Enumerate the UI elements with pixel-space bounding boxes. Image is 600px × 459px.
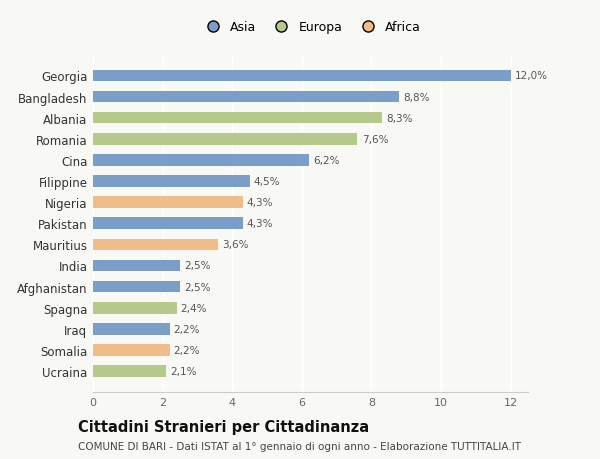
Bar bbox=[93, 281, 180, 293]
Text: 4,3%: 4,3% bbox=[247, 219, 274, 229]
Text: 3,6%: 3,6% bbox=[223, 240, 249, 250]
Text: 6,2%: 6,2% bbox=[313, 156, 340, 166]
Bar bbox=[93, 302, 176, 314]
Bar bbox=[93, 239, 218, 251]
Text: Cittadini Stranieri per Cittadinanza: Cittadini Stranieri per Cittadinanza bbox=[78, 419, 369, 434]
Text: 4,3%: 4,3% bbox=[247, 198, 274, 207]
Bar bbox=[93, 91, 399, 103]
Bar bbox=[93, 260, 180, 272]
Bar bbox=[93, 176, 250, 187]
Text: 2,5%: 2,5% bbox=[184, 282, 211, 292]
Text: 2,1%: 2,1% bbox=[170, 366, 197, 376]
Text: COMUNE DI BARI - Dati ISTAT al 1° gennaio di ogni anno - Elaborazione TUTTITALIA: COMUNE DI BARI - Dati ISTAT al 1° gennai… bbox=[78, 441, 521, 451]
Bar bbox=[93, 365, 166, 377]
Text: 2,2%: 2,2% bbox=[174, 345, 200, 355]
Bar bbox=[93, 70, 511, 82]
Bar bbox=[93, 155, 309, 166]
Text: 2,5%: 2,5% bbox=[184, 261, 211, 271]
Legend: Asia, Europa, Africa: Asia, Europa, Africa bbox=[196, 17, 425, 38]
Bar bbox=[93, 344, 170, 356]
Text: 8,3%: 8,3% bbox=[386, 113, 413, 123]
Bar bbox=[93, 134, 358, 145]
Text: 2,4%: 2,4% bbox=[181, 303, 207, 313]
Bar bbox=[93, 323, 170, 335]
Text: 7,6%: 7,6% bbox=[362, 134, 388, 145]
Bar bbox=[93, 197, 242, 208]
Text: 12,0%: 12,0% bbox=[515, 71, 548, 81]
Text: 8,8%: 8,8% bbox=[403, 92, 430, 102]
Text: 4,5%: 4,5% bbox=[254, 177, 280, 187]
Bar bbox=[93, 112, 382, 124]
Text: 2,2%: 2,2% bbox=[174, 324, 200, 334]
Bar bbox=[93, 218, 242, 230]
